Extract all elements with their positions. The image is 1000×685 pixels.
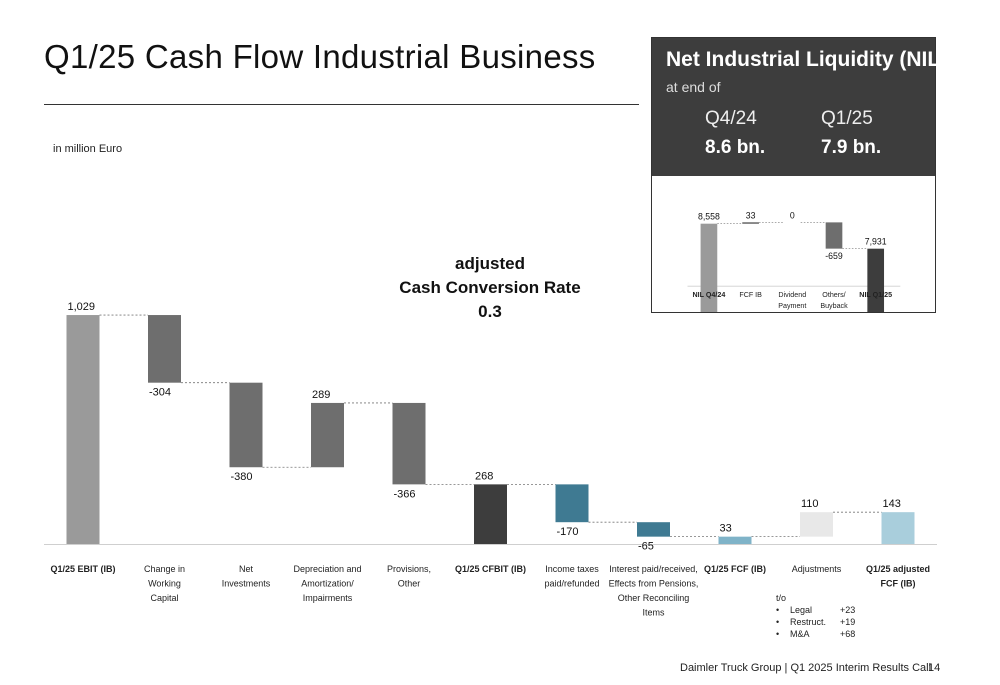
category-label: Buyback: [820, 302, 848, 310]
category-label: Q1/25 CFBIT (IB): [455, 564, 526, 574]
data-label: -380: [231, 471, 253, 483]
bar: [311, 402, 344, 468]
adjustments-breakdown: t/o • Legal +23 • Restruct. +19 • M&A +6…: [776, 592, 855, 640]
data-label: 143: [883, 498, 901, 510]
nil-value-q424: 8.6 bn.: [705, 137, 766, 158]
data-label: -65: [638, 541, 654, 553]
bar: [800, 512, 833, 537]
adjustment-label: Legal: [790, 605, 813, 615]
bar: [700, 223, 718, 312]
bar: [392, 402, 426, 485]
category-label: Interest paid/received,: [609, 564, 698, 574]
data-label: 1,029: [68, 301, 96, 313]
data-label: 7,931: [865, 237, 887, 247]
unit-note: in million Euro: [53, 143, 123, 155]
category-label: Others/: [822, 291, 845, 299]
ccr-value: 0.3: [478, 302, 502, 321]
nil-waterfall-chart: 8,558 NIL Q4/24 33 FCF IB 0 Dividend Payment -6…: [687, 210, 901, 312]
nil-subtitle: at end of: [666, 79, 721, 95]
data-label: 110: [801, 498, 819, 510]
category-label: Investments: [222, 579, 271, 589]
category-label: Effects from Pensions,: [609, 579, 699, 589]
category-label: NIL Q1/25: [859, 291, 892, 299]
bar: [555, 484, 589, 523]
footer-text: Daimler Truck Group | Q1 2025 Interim Re…: [680, 662, 932, 674]
bar: [229, 382, 263, 468]
category-label: Q1/25 EBIT (IB): [50, 564, 115, 574]
data-label: -366: [394, 488, 416, 500]
category-label: Items: [642, 608, 665, 618]
cash-conversion-rate: adjusted Cash Conversion Rate 0.3: [390, 252, 590, 324]
adjustments-header: t/o: [776, 593, 787, 603]
adjustment-item: • Legal +23: [776, 604, 855, 616]
bar: [881, 512, 915, 544]
nil-period-q125: Q1/25: [821, 108, 873, 129]
category-label: Provisions,: [387, 564, 431, 574]
category-label: FCF IB: [739, 291, 762, 299]
bar: [825, 222, 843, 249]
title-divider: [44, 104, 639, 105]
bar: [66, 315, 100, 544]
nil-period-q424: Q4/24: [705, 108, 757, 129]
category-label: Working: [148, 579, 181, 589]
bar: [718, 536, 752, 544]
page-number: 14: [928, 662, 941, 674]
adjustment-item: • M&A +68: [776, 628, 855, 640]
category-label: Adjustments: [792, 564, 842, 574]
adjustment-value: +19: [840, 617, 856, 627]
data-label: 0: [790, 210, 795, 220]
category-label: Change in: [144, 564, 185, 574]
adjustment-value: +23: [840, 605, 856, 615]
bar: [867, 248, 885, 312]
data-label: 33: [746, 210, 756, 220]
category-label: Other Reconciling: [618, 593, 690, 603]
bar: [742, 222, 759, 224]
nil-title: Net Industrial Liquidity (NIL): [666, 48, 948, 71]
data-label: -304: [149, 387, 171, 399]
nil-panel: Net Industrial Liquidity (NIL) at end of…: [651, 37, 947, 313]
category-label: Net: [239, 564, 254, 574]
data-label: 8,558: [698, 212, 720, 222]
category-label: Other: [398, 579, 421, 589]
bar: [474, 484, 507, 544]
adjustment-label: M&A: [790, 629, 810, 639]
data-label: 33: [720, 523, 732, 535]
category-label: Income taxes: [545, 564, 599, 574]
data-label: 268: [475, 470, 493, 482]
category-label: Payment: [778, 302, 806, 310]
category-label: Q1/25 FCF (IB): [704, 564, 766, 574]
nil-value-q125: 7.9 bn.: [821, 137, 882, 158]
data-label: -170: [557, 526, 579, 538]
bullet: •: [776, 605, 780, 615]
category-label: Impairments: [303, 593, 353, 603]
category-label: Amortization/: [301, 579, 354, 589]
nil-header: Net Industrial Liquidity (NIL) at end of…: [652, 38, 947, 176]
category-label: NIL Q4/24: [693, 291, 726, 299]
page-title: Q1/25 Cash Flow Industrial Business: [44, 38, 596, 75]
adjustment-item: • Restruct. +19: [776, 616, 855, 628]
bar: [148, 315, 181, 383]
ccr-line1: adjusted: [455, 254, 525, 273]
category-label: Capital: [150, 593, 178, 603]
category-label: Dividend: [778, 291, 806, 299]
category-label: FCF (IB): [881, 579, 916, 589]
bar: [637, 522, 670, 537]
data-label: -659: [825, 251, 843, 261]
adjustment-label: Restruct.: [790, 617, 827, 627]
data-label: 289: [312, 389, 330, 401]
category-label: paid/refunded: [544, 579, 599, 589]
category-label: Depreciation and: [293, 564, 361, 574]
adjustment-value: +68: [840, 629, 856, 639]
category-label: Q1/25 adjusted: [866, 564, 930, 574]
ccr-line2: Cash Conversion Rate: [399, 278, 581, 297]
bullet: •: [776, 617, 780, 627]
bullet: •: [776, 629, 780, 639]
